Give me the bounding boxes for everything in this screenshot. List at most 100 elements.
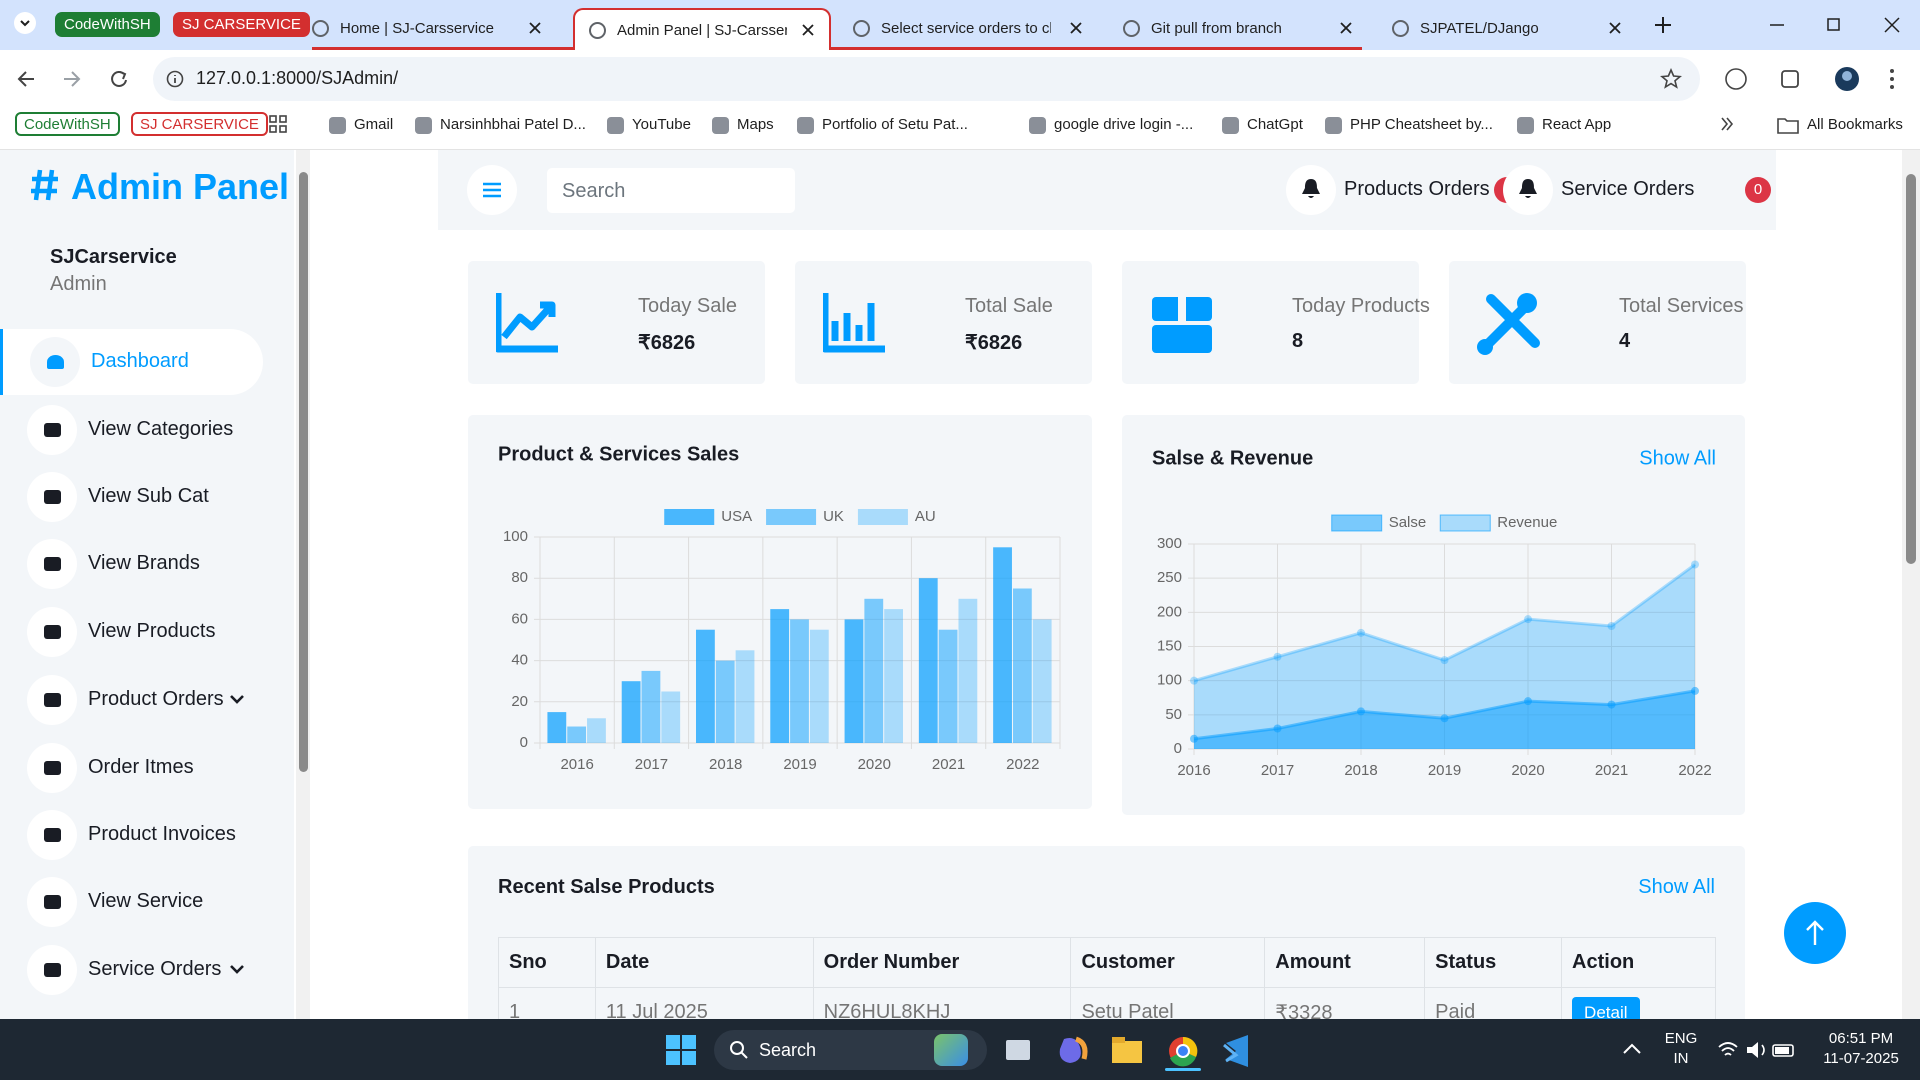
scrollbar-thumb[interactable] (299, 172, 308, 772)
taskbar-search[interactable]: Search (714, 1030, 987, 1070)
notification-button[interactable] (1503, 165, 1553, 215)
tab-search-button[interactable] (14, 12, 36, 34)
notification-button[interactable] (1286, 165, 1336, 215)
stat-value: 4 (1619, 330, 1631, 352)
new-tab-button[interactable] (1653, 15, 1673, 35)
start-button[interactable] (666, 1035, 696, 1065)
hamburger-icon (483, 182, 501, 198)
nav-buttons[interactable] (16, 68, 136, 90)
browser-tab[interactable]: Admin Panel | SJ-Carsservic (573, 8, 831, 50)
column-header: Date (594, 937, 814, 988)
menu-item[interactable]: Dashboard (0, 329, 263, 395)
browser-tab[interactable]: Select service orders to cha (839, 8, 1097, 50)
tab-close-button[interactable] (1069, 21, 1083, 35)
bookmark[interactable]: Portfolio of Setu Pat... (797, 116, 968, 134)
apps-icon[interactable] (269, 115, 287, 133)
tab-close-button[interactable] (1608, 21, 1622, 35)
x-tick-label: 2018 (1344, 762, 1377, 779)
back-to-top-button[interactable] (1784, 902, 1846, 964)
browser-tab[interactable]: SJPATEL/DJango (1378, 8, 1636, 50)
toolbar-icons[interactable] (1722, 66, 1902, 92)
tab-close-button[interactable] (1339, 21, 1353, 35)
bookmark[interactable]: google drive login -... (1029, 116, 1193, 134)
bookmark[interactable]: ChatGpt (1222, 116, 1303, 134)
menu-item[interactable]: View Sub Cat (0, 464, 263, 530)
bookmark-group-chip[interactable]: CodeWithSH (15, 112, 120, 136)
dropdown-caret (230, 695, 244, 704)
notification-label[interactable]: Service Orders (1561, 178, 1695, 200)
bookmark-icon (1325, 117, 1342, 134)
more-bookmarks-icon[interactable] (1720, 116, 1734, 132)
tab-group-chip[interactable]: SJ CARSERVICE (173, 12, 310, 37)
bookmark-icon (712, 117, 729, 134)
stat-card: Today Products 8 (1122, 261, 1430, 384)
bookmark[interactable]: Narsinhbhai Patel D... (415, 116, 586, 134)
bar (958, 598, 978, 743)
scrollbar-thumb[interactable] (1906, 174, 1916, 564)
x-tick-label: 2016 (560, 756, 593, 773)
tab-close-button[interactable] (528, 21, 542, 35)
window-controls[interactable] (1766, 15, 1916, 35)
tray-overflow[interactable] (1622, 1042, 1642, 1056)
bar (884, 609, 903, 743)
x-tick-label: 2020 (858, 756, 891, 773)
legend-swatch (1331, 514, 1383, 532)
bar (938, 629, 958, 743)
menu-item[interactable]: View Products (0, 599, 263, 665)
menu-label: View Categories (88, 418, 234, 440)
tab-favicon (1123, 20, 1140, 37)
browser-tab[interactable]: Git pull from branch (1109, 8, 1367, 50)
search-input[interactable]: Search (547, 168, 795, 213)
search-placeholder: Search (562, 180, 626, 202)
bookmark-star[interactable] (1660, 68, 1682, 90)
menu-label: View Products (88, 620, 216, 642)
legend-label: Revenue (1497, 514, 1557, 531)
tab-close-button[interactable] (801, 23, 815, 37)
show-all-link[interactable]: Show All (1639, 447, 1716, 469)
y-tick-label: 100 (1157, 672, 1182, 689)
tab-group-underline (312, 47, 1362, 50)
system-tray[interactable] (1717, 1039, 1797, 1061)
bar (567, 726, 587, 743)
stat-icon (823, 293, 885, 353)
menu-item[interactable]: Product Orders (0, 667, 263, 733)
clock-time[interactable]: 06:51 PM (1828, 1030, 1894, 1047)
menu-glyph (44, 557, 61, 571)
menu-item[interactable]: Product Invoices (0, 802, 263, 868)
menu-item[interactable]: View Categories (0, 397, 263, 463)
site-info-icon[interactable] (166, 70, 184, 88)
bookmark[interactable]: PHP Cheatsheet by... (1325, 116, 1493, 134)
data-point (1273, 652, 1282, 661)
notification-count: 0 (1745, 177, 1771, 203)
bell-icon (1519, 179, 1537, 198)
recent-sales-card: Recent Salse Products Show All Sno Date Or… (468, 846, 1745, 1019)
tab-title: Admin Panel | SJ-Carsservic (617, 22, 787, 39)
stat-value: ₹6826 (638, 332, 696, 354)
search-label: Search (759, 1040, 817, 1060)
bookmark-group-chip[interactable]: SJ CARSERVICE (131, 112, 268, 136)
url-box[interactable]: 127.0.0.1:8000/SJAdmin/ (153, 57, 1700, 101)
all-bookmarks[interactable]: All Bookmarks (1807, 116, 1903, 133)
notification-label[interactable]: Products Orders (1344, 178, 1490, 200)
menu-item[interactable]: View Service (0, 869, 263, 935)
menu-icon (27, 743, 77, 793)
show-all-link[interactable]: Show All (1638, 876, 1715, 898)
language-code[interactable]: ENG (1664, 1030, 1698, 1047)
tab-group-chip[interactable]: CodeWithSH (55, 12, 160, 37)
sidebar-toggle[interactable] (467, 165, 517, 215)
bookmark-icon (415, 117, 432, 134)
bookmark[interactable]: Maps (712, 116, 774, 134)
menu-item[interactable]: Service Orders (0, 937, 263, 1003)
menu-item[interactable]: Order Itmes (0, 735, 263, 801)
y-tick-label: 20 (511, 693, 528, 710)
brand-title[interactable]: Admin Panel (71, 166, 290, 207)
bookmark[interactable]: YouTube (607, 116, 691, 134)
detail-button[interactable]: Detail (1572, 997, 1640, 1019)
bookmark[interactable]: Gmail (329, 116, 393, 134)
column-header: Order Number (812, 937, 1072, 988)
browser-tab[interactable]: Home | SJ-Carsservice (298, 8, 556, 50)
menu-item[interactable]: View Brands (0, 531, 263, 597)
bookmark[interactable]: React App (1517, 116, 1611, 134)
pinned-apps[interactable] (1000, 1031, 1270, 1071)
menu-icon (27, 675, 77, 725)
